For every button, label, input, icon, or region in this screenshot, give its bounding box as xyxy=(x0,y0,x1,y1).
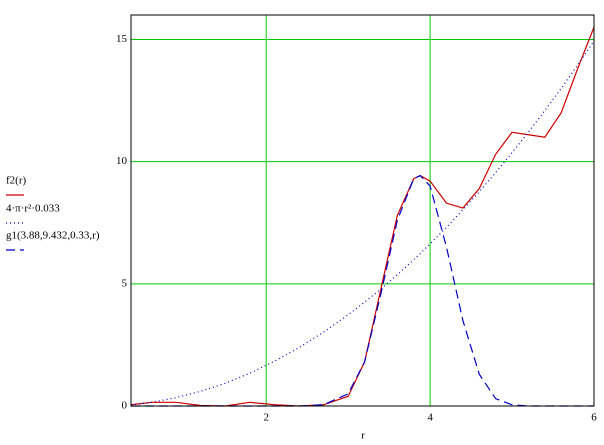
series-line xyxy=(131,174,594,407)
plot-frame xyxy=(130,14,595,407)
legend-label: 4·π·r²·0.033 xyxy=(6,203,60,215)
x-tick-label: 2 xyxy=(263,412,269,424)
legend-label: f2(r) xyxy=(6,175,26,187)
series-line xyxy=(130,40,595,406)
y-tick-label: 15 xyxy=(116,33,128,45)
series-line xyxy=(130,26,595,407)
y-tick-label: 0 xyxy=(122,400,128,412)
x-tick-label: 4 xyxy=(427,412,433,424)
y-tick-label: 10 xyxy=(116,155,128,167)
legend-label: g1(3.88,9.432,0.33,r) xyxy=(6,230,100,242)
x-axis-label: r xyxy=(361,430,365,442)
x-tick-label: 6 xyxy=(591,412,597,424)
y-tick-label: 5 xyxy=(122,277,128,289)
